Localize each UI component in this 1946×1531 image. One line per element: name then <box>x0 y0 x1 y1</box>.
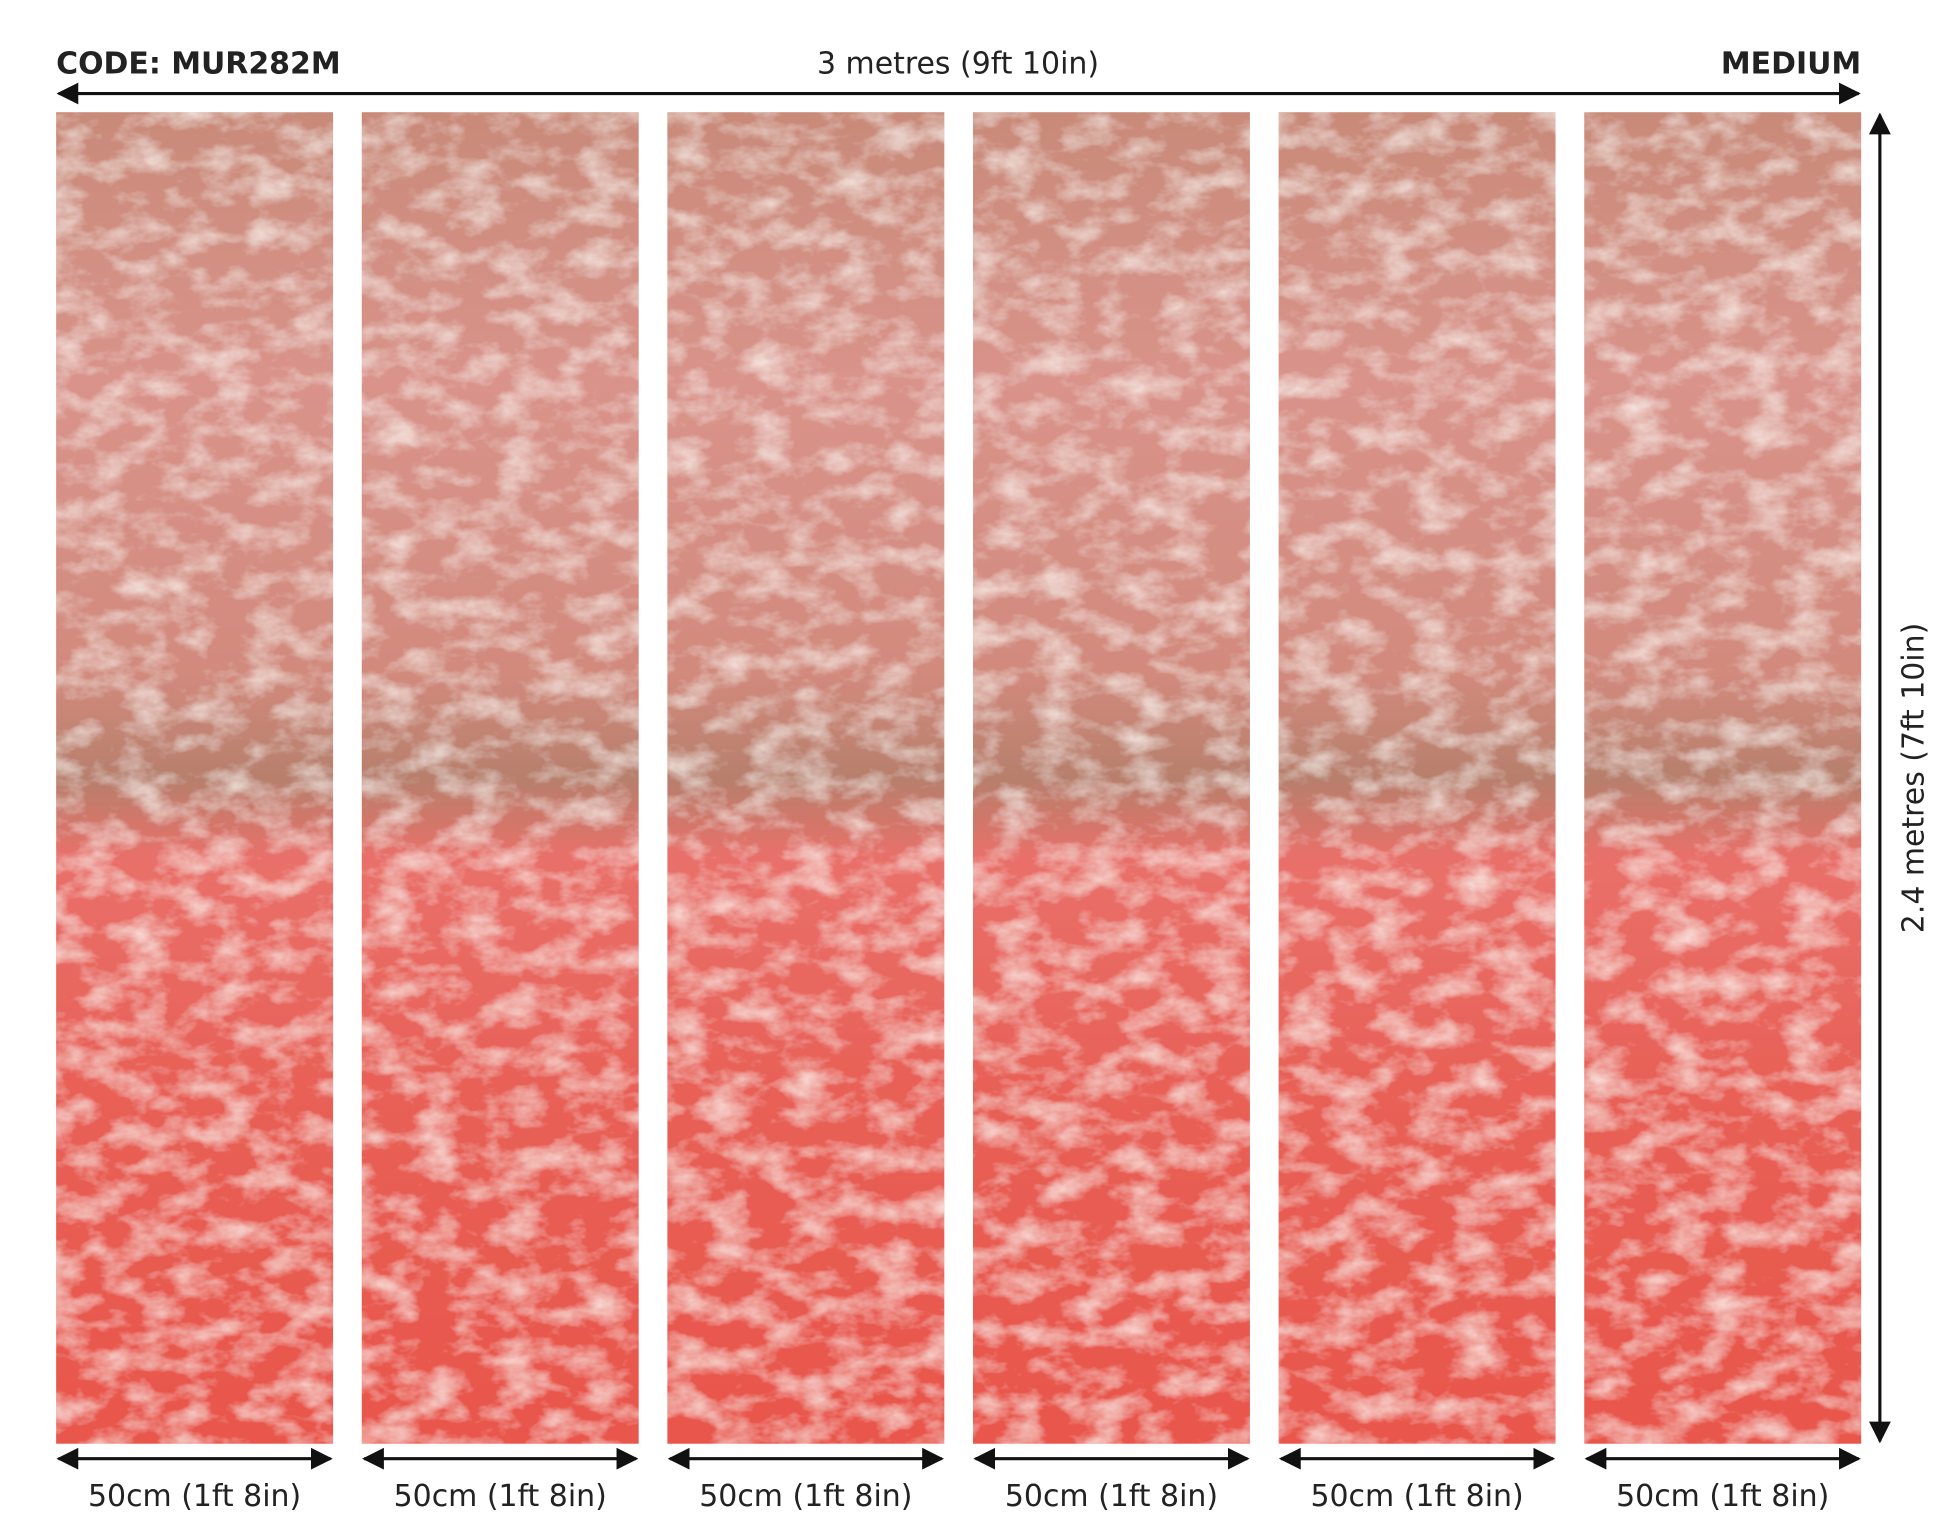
width-label: 3 metres (9ft 10in) <box>817 46 1099 81</box>
panel-label: 50cm (1ft 8in) <box>1310 1479 1523 1514</box>
panels: 50cm (1ft 8in) 50cm (1ft 8in) 50cm (1ft 8i… <box>56 112 1862 1514</box>
height-label: 2.4 metres (7ft 10in) <box>1896 623 1931 933</box>
panel-label: 50cm (1ft 8in) <box>394 1479 607 1514</box>
panel <box>361 112 639 1444</box>
header: CODE: MUR282M 3 metres (9ft 10in) MEDIUM <box>56 46 1861 105</box>
panel-label: 50cm (1ft 8in) <box>88 1479 301 1514</box>
size: MEDIUM <box>1721 46 1861 81</box>
panel <box>973 112 1250 1444</box>
panel <box>667 112 945 1444</box>
panel-label: 50cm (1ft 8in) <box>1616 1479 1829 1514</box>
code: CODE: MUR282M <box>56 46 340 81</box>
panel <box>1584 112 1862 1444</box>
panel <box>1278 112 1556 1444</box>
panel <box>56 112 334 1444</box>
panel-label: 50cm (1ft 8in) <box>1005 1479 1218 1514</box>
panel-label: 50cm (1ft 8in) <box>699 1479 912 1514</box>
